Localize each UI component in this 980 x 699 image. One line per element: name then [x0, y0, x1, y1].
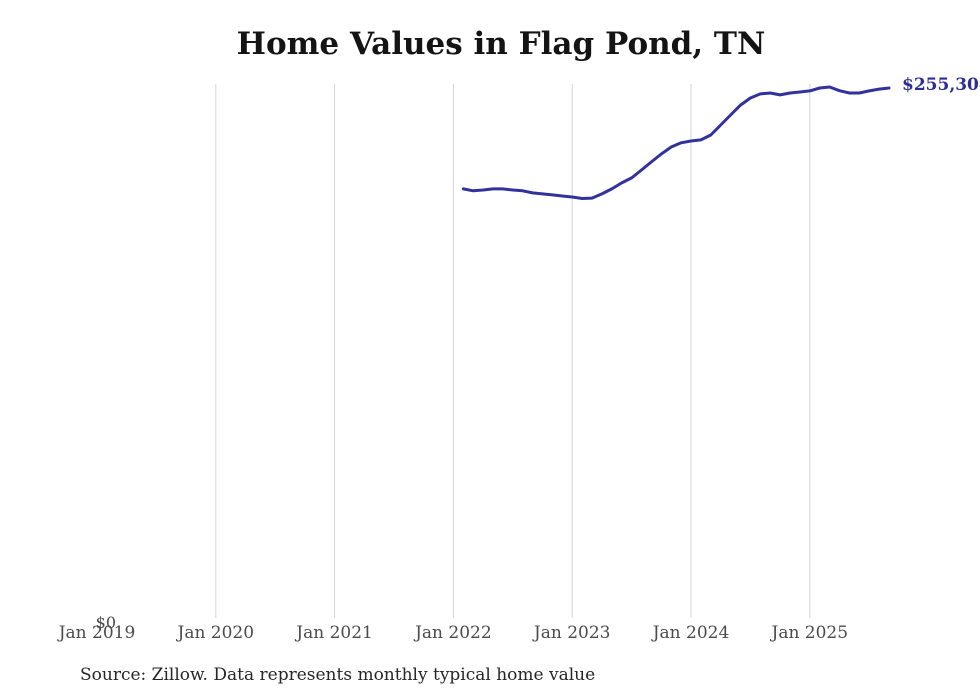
x-axis-tick-label-2024: Jan 2024	[652, 623, 730, 643]
latest-value-label: $255,308	[902, 75, 980, 95]
home-value-series-line	[461, 85, 891, 200]
x-axis-tick-label-2025: Jan 2025	[771, 623, 849, 643]
x-axis-tick-label-2019: Jan 2019	[58, 623, 136, 643]
x-axis-tick-label-2023: Jan 2023	[533, 623, 611, 643]
source-note: Source: Zillow. Data represents monthly …	[80, 665, 596, 685]
y-axis-zero-label: $0	[95, 613, 116, 632]
chart-title: Home Values in Flag Pond, TN	[236, 26, 766, 62]
x-axis-tick-label-2020: Jan 2020	[177, 623, 255, 643]
x-axis-tick-label-2022: Jan 2022	[415, 623, 492, 643]
x-axis-tick-label-2021: Jan 2021	[296, 623, 373, 643]
